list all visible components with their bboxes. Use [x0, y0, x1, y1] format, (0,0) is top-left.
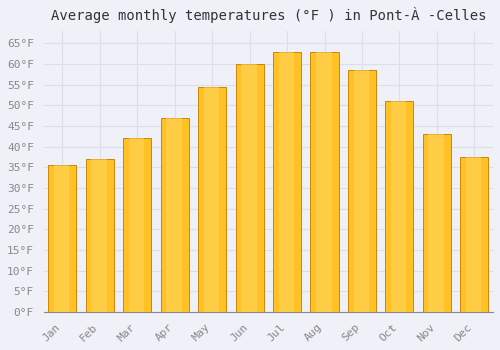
Bar [386, 101, 413, 312]
Bar [423, 134, 451, 312]
Title: Average monthly temperatures (°F ) in Pont-À -Celles: Average monthly temperatures (°F ) in Po… [50, 7, 486, 23]
Bar [129, 139, 144, 312]
Bar [428, 134, 444, 312]
Bar [48, 165, 76, 312]
Bar [241, 64, 256, 312]
Bar [204, 87, 219, 312]
Bar [316, 52, 332, 312]
Bar [236, 64, 264, 312]
Bar [166, 118, 182, 312]
Bar [354, 70, 369, 312]
Bar [86, 159, 114, 312]
Bar [391, 101, 406, 312]
Bar [310, 52, 338, 312]
Bar [198, 87, 226, 312]
Bar [160, 118, 189, 312]
Bar [278, 52, 294, 312]
Bar [273, 52, 301, 312]
Bar [123, 139, 152, 312]
Bar [348, 70, 376, 312]
Bar [92, 159, 107, 312]
Bar [460, 157, 488, 312]
Bar [466, 157, 481, 312]
Bar [54, 165, 70, 312]
